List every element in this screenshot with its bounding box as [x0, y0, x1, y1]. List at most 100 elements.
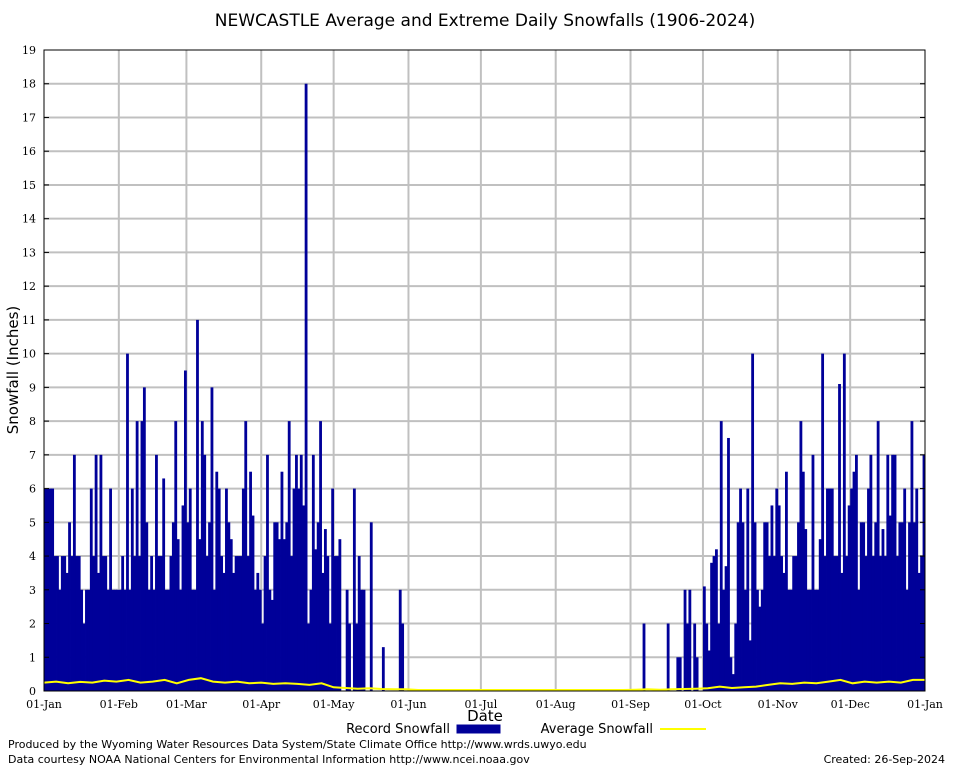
record-bar: [830, 488, 834, 691]
record-bar: [741, 522, 745, 691]
record-bar: [859, 522, 863, 691]
record-bar: [731, 674, 735, 691]
record-bar: [739, 488, 742, 691]
record-bar: [58, 589, 62, 691]
record-bar: [109, 488, 112, 691]
record-bar: [710, 562, 713, 691]
y-tick-label: 16: [22, 145, 36, 158]
x-tick-label: 01-Oct: [684, 698, 722, 711]
record-bar: [734, 623, 738, 691]
record-bar: [818, 539, 822, 691]
record-bar: [253, 589, 257, 691]
record-bar: [666, 623, 670, 691]
record-bar: [152, 589, 156, 691]
record-bar: [746, 488, 750, 691]
x-tick-label: 01-Dec: [831, 698, 870, 711]
record-bar: [785, 471, 788, 691]
record-bar: [799, 421, 803, 691]
record-bar: [246, 556, 250, 691]
record-bar: [355, 623, 359, 691]
record-bar: [145, 522, 149, 691]
record-bar: [222, 572, 226, 691]
y-tick-label: 18: [22, 78, 36, 91]
record-bar: [845, 556, 849, 691]
record-bar: [881, 529, 885, 691]
record-bar: [758, 606, 762, 691]
record-bar: [804, 529, 808, 691]
record-bar: [128, 589, 132, 691]
record-bar: [857, 589, 861, 691]
record-bar: [212, 589, 216, 691]
record-bar: [89, 488, 93, 691]
record-bar: [210, 387, 214, 691]
record-bar: [220, 556, 224, 691]
record-bar: [823, 556, 827, 691]
record-bar: [695, 657, 699, 691]
record-bar: [748, 640, 752, 691]
record-bar: [155, 454, 158, 691]
y-tick-label: 9: [29, 381, 36, 394]
record-bar: [307, 623, 310, 691]
record-bar: [777, 505, 781, 691]
record-bar: [809, 589, 812, 691]
record-bar: [326, 556, 330, 691]
record-bar: [813, 589, 817, 691]
average-snowfall-line: [43, 677, 925, 691]
record-bar: [302, 505, 306, 691]
record-bar: [319, 421, 322, 691]
record-bar: [179, 589, 182, 691]
record-bar: [688, 589, 692, 691]
record-bar: [782, 572, 786, 691]
record-bar: [357, 556, 361, 691]
record-bar: [727, 437, 730, 691]
y-tick-label: 1: [29, 651, 36, 664]
y-tick-label: 14: [22, 213, 36, 226]
record-bar: [908, 522, 911, 691]
record-bar: [217, 488, 221, 691]
record-bar: [304, 83, 308, 692]
record-bar: [82, 623, 86, 691]
record-bar: [167, 589, 170, 691]
record-bar: [905, 589, 909, 691]
record-bar: [862, 522, 866, 691]
record-bar: [72, 454, 76, 691]
record-bar: [642, 623, 646, 691]
record-bar: [229, 539, 233, 691]
record-bar: [287, 421, 291, 691]
record-bar: [275, 522, 279, 691]
record-bar: [811, 454, 815, 691]
record-bar: [80, 589, 84, 691]
record-bar: [816, 589, 820, 691]
record-bar: [331, 488, 335, 691]
record-bar: [70, 556, 74, 691]
record-bar: [174, 421, 178, 691]
record-bar: [278, 539, 281, 691]
record-bar: [336, 556, 339, 691]
x-tick-label: 01-Nov: [758, 698, 799, 711]
record-bar: [126, 353, 129, 691]
x-tick-label: 01-Jan: [26, 698, 62, 711]
record-bar: [362, 589, 366, 691]
record-bar: [328, 623, 332, 691]
record-bar: [871, 556, 875, 691]
record-bar: [290, 556, 294, 691]
record-bar: [712, 556, 716, 691]
record-bar: [722, 589, 726, 691]
record-bar: [772, 556, 776, 691]
record-bar: [186, 522, 190, 691]
x-tick-label: 01-Aug: [536, 698, 576, 711]
record-bar: [196, 319, 199, 691]
record-bar: [150, 556, 154, 691]
y-tick-label: 19: [22, 44, 36, 57]
record-bar: [867, 488, 870, 691]
record-bar: [821, 353, 825, 691]
record-bar: [261, 623, 265, 691]
record-bar: [333, 556, 337, 691]
record-bar: [68, 522, 71, 691]
record-bar: [53, 556, 57, 691]
record-bar: [338, 539, 342, 691]
record-bar: [118, 589, 122, 691]
x-tick-label: 01-May: [313, 698, 356, 711]
record-bar: [227, 522, 231, 691]
record-bar: [806, 589, 810, 691]
